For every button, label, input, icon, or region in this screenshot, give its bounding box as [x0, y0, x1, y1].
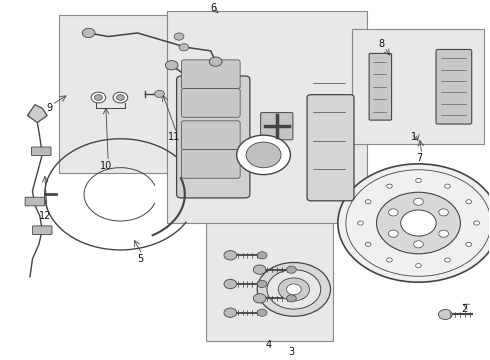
- Circle shape: [287, 284, 301, 295]
- Text: 8: 8: [379, 39, 385, 49]
- Circle shape: [414, 198, 423, 205]
- Circle shape: [253, 265, 266, 274]
- Circle shape: [366, 200, 371, 204]
- Circle shape: [444, 184, 450, 188]
- Circle shape: [439, 209, 448, 216]
- Circle shape: [267, 270, 321, 309]
- Circle shape: [95, 95, 102, 100]
- Polygon shape: [27, 105, 47, 123]
- Bar: [206, 223, 333, 341]
- FancyBboxPatch shape: [181, 121, 240, 149]
- Text: 11: 11: [168, 132, 180, 142]
- Circle shape: [253, 294, 266, 303]
- Circle shape: [389, 230, 398, 237]
- Circle shape: [257, 309, 267, 316]
- FancyBboxPatch shape: [32, 226, 52, 234]
- Text: 9: 9: [47, 103, 52, 113]
- Circle shape: [174, 33, 184, 40]
- FancyBboxPatch shape: [181, 89, 240, 117]
- Text: 6: 6: [210, 3, 216, 13]
- Circle shape: [338, 164, 490, 282]
- Circle shape: [346, 170, 490, 276]
- Circle shape: [466, 200, 471, 204]
- Circle shape: [444, 258, 450, 262]
- Circle shape: [224, 251, 237, 260]
- Circle shape: [278, 278, 310, 301]
- Text: 10: 10: [99, 161, 112, 171]
- Text: 2: 2: [462, 304, 468, 314]
- Circle shape: [82, 28, 95, 38]
- Circle shape: [401, 210, 436, 236]
- FancyBboxPatch shape: [25, 197, 45, 206]
- Circle shape: [113, 92, 128, 103]
- FancyBboxPatch shape: [307, 95, 354, 201]
- Circle shape: [416, 178, 421, 183]
- Circle shape: [389, 209, 398, 216]
- Circle shape: [439, 310, 452, 319]
- Circle shape: [366, 242, 371, 246]
- FancyBboxPatch shape: [181, 60, 240, 89]
- Circle shape: [117, 95, 124, 100]
- Circle shape: [358, 221, 363, 225]
- Circle shape: [165, 60, 178, 70]
- Circle shape: [257, 252, 267, 259]
- Text: 12: 12: [39, 211, 51, 221]
- Circle shape: [257, 280, 267, 288]
- Circle shape: [224, 308, 237, 318]
- Circle shape: [387, 184, 392, 188]
- FancyBboxPatch shape: [176, 76, 250, 198]
- Text: 4: 4: [266, 340, 271, 350]
- Text: 3: 3: [288, 347, 294, 357]
- Circle shape: [209, 57, 222, 66]
- Circle shape: [439, 230, 448, 237]
- Circle shape: [246, 142, 281, 168]
- Circle shape: [287, 295, 296, 302]
- Text: 7: 7: [416, 153, 422, 163]
- Circle shape: [414, 241, 423, 248]
- Bar: [352, 30, 485, 144]
- Circle shape: [224, 279, 237, 289]
- Circle shape: [155, 90, 164, 98]
- Circle shape: [474, 221, 479, 225]
- Text: 1: 1: [411, 132, 416, 142]
- Circle shape: [257, 262, 331, 316]
- Circle shape: [416, 264, 421, 268]
- FancyBboxPatch shape: [31, 147, 51, 156]
- Bar: [59, 15, 230, 173]
- FancyBboxPatch shape: [181, 149, 240, 178]
- Circle shape: [179, 44, 189, 51]
- Circle shape: [376, 192, 461, 254]
- FancyBboxPatch shape: [261, 113, 293, 140]
- Circle shape: [287, 266, 296, 273]
- Bar: [167, 12, 367, 223]
- Circle shape: [466, 242, 471, 246]
- Circle shape: [91, 92, 106, 103]
- FancyBboxPatch shape: [369, 53, 392, 120]
- Text: 5: 5: [137, 254, 143, 264]
- FancyBboxPatch shape: [436, 49, 472, 124]
- Circle shape: [237, 135, 291, 175]
- Circle shape: [387, 258, 392, 262]
